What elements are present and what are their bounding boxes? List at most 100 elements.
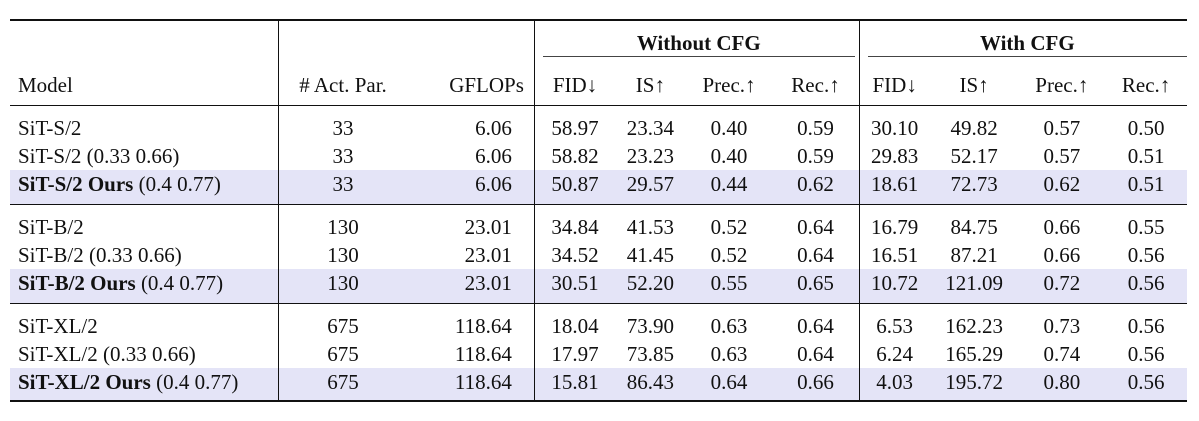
is-nocfg-value: 41.53 [615, 204, 686, 241]
fid-cfg-value: 4.03 [858, 368, 930, 402]
params-value: 130 [277, 269, 408, 304]
model-name-cell: SiT-XL/2 [10, 303, 279, 340]
model-name: SiT-S/2 Ours [18, 172, 134, 196]
prec-cfg-value: 0.80 [1018, 368, 1106, 402]
prec-nocfg-value: 0.44 [685, 170, 773, 205]
fid-cfg-value: 16.79 [858, 204, 930, 241]
fid-nocfg-value: 34.84 [533, 204, 616, 241]
col-rec-cfg: Rec.↑ [1121, 73, 1171, 97]
fid-nocfg-value: 30.51 [533, 269, 616, 304]
is-nocfg-value: 29.57 [615, 170, 686, 205]
col-prec-cfg: Prec.↑ [1035, 73, 1089, 97]
fid-nocfg-value: 50.87 [533, 170, 616, 205]
model-name-cell: SiT-S/2 Ours (0.4 0.77) [10, 170, 279, 205]
rec-cfg-value: 0.56 [1127, 342, 1165, 366]
col-prec-nocfg: Prec.↑ [702, 73, 756, 97]
rec-cfg-value: 0.56 [1105, 368, 1187, 402]
params-value: 675 [277, 303, 408, 340]
model-name: SiT-XL/2 [18, 314, 98, 338]
col-fid-nocfg: FID↓ [533, 65, 616, 106]
is-cfg-value: 165.29 [945, 342, 1003, 366]
fid-nocfg-value: 58.97 [533, 105, 616, 142]
fid-cfg-value: 18.61 [858, 170, 930, 205]
is-cfg-value: 72.73 [929, 170, 1019, 205]
col-rec-nocfg: Rec.↑ [791, 73, 840, 97]
header-blank-model [10, 19, 279, 65]
model-name-cell: SiT-S/2 [10, 105, 279, 142]
fid-nocfg-value: 15.81 [533, 368, 616, 402]
group-without-cfg-cell: Without CFG [533, 19, 860, 65]
gflops-value: 118.64 [407, 303, 535, 340]
rec-cfg-value: 0.51 [1105, 170, 1187, 205]
rec-cfg-value: 0.51 [1127, 144, 1165, 168]
table-row: SiT-B/2 Ours (0.4 0.77) 130 23.01 30.51 52.2… [10, 269, 1187, 304]
table-row: SiT-B/2 130 23.01 34.84 41.53 0.52 0.64 16.79 84… [10, 204, 1187, 241]
group-with-cfg-cell: With CFG [858, 19, 1187, 65]
prec-cfg-value: 0.57 [1043, 144, 1081, 168]
is-nocfg-value: 73.90 [615, 303, 686, 340]
model-name: SiT-XL/2 Ours [18, 370, 151, 394]
gflops-value: 23.01 [407, 269, 535, 304]
fid-cfg-value: 6.53 [858, 303, 930, 340]
table-row: SiT-XL/2 Ours (0.4 0.77) 675 118.64 15.81 86… [10, 368, 1187, 402]
col-fid-cfg: FID↓ [858, 65, 930, 106]
is-nocfg-value: 73.85 [626, 342, 674, 366]
rec-nocfg-value: 0.64 [797, 342, 834, 366]
col-gflops: GFLOPs [449, 73, 524, 97]
header-column-row: Model # Act. Par. GFLOPs FID↓ IS↑ Prec.↑… [10, 65, 1187, 106]
group-with-cfg: With CFG [867, 30, 1187, 57]
model-config: (0.4 0.77) [135, 271, 224, 295]
model-name: SiT-S/2 (0.33 0.66) [18, 144, 180, 168]
prec-nocfg-value: 0.52 [685, 204, 773, 241]
col-params: # Act. Par. [277, 65, 408, 106]
is-cfg-value: 52.17 [950, 144, 998, 168]
prec-cfg-value: 0.57 [1018, 105, 1106, 142]
header-group-row: Without CFG With CFG [10, 19, 1187, 65]
table-row: SiT-XL/2 675 118.64 18.04 73.90 0.63 0.64 6.53 1… [10, 303, 1187, 340]
model-name-cell: SiT-XL/2 (0.33 0.66) [10, 340, 278, 368]
header-blank-params [277, 19, 408, 65]
model-name: SiT-XL/2 (0.33 0.66) [18, 342, 196, 366]
is-cfg-value: 121.09 [929, 269, 1019, 304]
rec-nocfg-value: 0.66 [772, 368, 860, 402]
fid-cfg-value: 6.24 [858, 340, 930, 368]
prec-cfg-value: 0.66 [1018, 204, 1106, 241]
is-nocfg-value: 86.43 [615, 368, 686, 402]
model-config: (0.4 0.77) [150, 370, 239, 394]
model-name: SiT-S/2 [18, 116, 82, 140]
rec-cfg-value: 0.50 [1105, 105, 1187, 142]
fid-nocfg-value: 18.04 [533, 303, 616, 340]
table-body: SiT-S/2 33 6.06 58.97 23.34 0.40 0.59 30.10 49.8… [10, 105, 1187, 402]
rec-cfg-value: 0.55 [1105, 204, 1187, 241]
fid-cfg-value: 10.72 [858, 269, 930, 304]
rec-cfg-value: 0.56 [1105, 269, 1187, 304]
prec-cfg-value: 0.62 [1018, 170, 1106, 205]
is-cfg-value: 87.21 [950, 243, 998, 267]
rec-nocfg-value: 0.64 [772, 303, 860, 340]
prec-cfg-value: 0.73 [1018, 303, 1106, 340]
prec-nocfg-value: 0.40 [710, 144, 748, 168]
model-name-cell: SiT-S/2 (0.33 0.66) [10, 142, 278, 170]
prec-nocfg-value: 0.64 [685, 368, 773, 402]
model-name-cell: SiT-XL/2 Ours (0.4 0.77) [10, 368, 279, 402]
rec-nocfg-value: 0.64 [772, 204, 860, 241]
rec-nocfg-value: 0.59 [772, 105, 860, 142]
is-cfg-value: 49.82 [929, 105, 1019, 142]
col-is-nocfg: IS↑ [635, 73, 665, 97]
rec-cfg-value: 0.56 [1105, 303, 1187, 340]
gflops-value: 6.06 [407, 105, 535, 142]
rec-nocfg-value: 0.62 [772, 170, 860, 205]
is-cfg-value: 84.75 [929, 204, 1019, 241]
gflops-value: 118.64 [407, 368, 535, 402]
table-row: SiT-S/2 Ours (0.4 0.77) 33 6.06 50.87 29.57 0… [10, 170, 1187, 205]
table-row: SiT-S/2 33 6.06 58.97 23.34 0.40 0.59 30.10 49.8… [10, 105, 1187, 142]
gflops-value: 118.64 [454, 342, 512, 366]
fid-nocfg-value: 17.97 [533, 340, 616, 368]
prec-nocfg-value: 0.55 [685, 269, 773, 304]
fid-cfg-value: 16.51 [858, 241, 930, 269]
prec-nocfg-value: 0.63 [710, 342, 748, 366]
params-value: 33 [277, 105, 408, 142]
gflops-value: 6.06 [407, 170, 535, 205]
fid-nocfg-value: 34.52 [533, 241, 616, 269]
is-cfg-value: 162.23 [929, 303, 1019, 340]
